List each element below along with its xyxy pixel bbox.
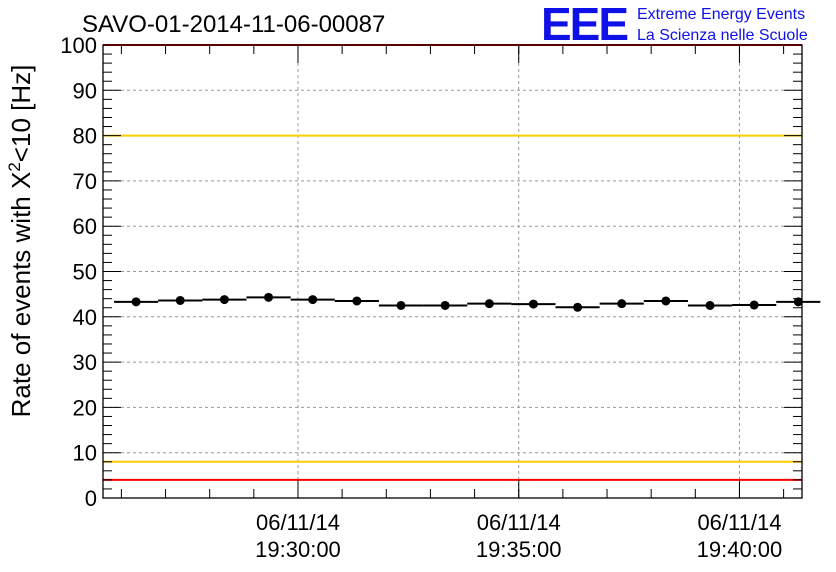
y-tick-label: 70 bbox=[73, 169, 97, 194]
y-tick-label: 20 bbox=[73, 395, 97, 420]
x-tick-label-date: 06/11/14 bbox=[256, 510, 340, 535]
y-tick-label: 90 bbox=[73, 78, 97, 103]
grid-lines bbox=[103, 45, 802, 498]
data-point bbox=[793, 297, 803, 307]
axis-ticks: 010203040506070809010006/11/1419:30:0006… bbox=[60, 33, 802, 562]
data-point bbox=[528, 299, 538, 309]
data-point bbox=[396, 300, 406, 310]
data-point bbox=[705, 300, 715, 310]
threshold-lines bbox=[103, 44, 802, 481]
y-tick-label: 0 bbox=[85, 486, 97, 511]
eee-logo: EEE Extreme Energy Events La Scienza nel… bbox=[541, 0, 808, 50]
y-tick-label: 40 bbox=[73, 305, 97, 330]
y-axis-label: Rate of events with X2<10 [Hz] bbox=[5, 65, 36, 418]
data-point bbox=[749, 300, 759, 310]
y-axis-label-tail: <10 [Hz] bbox=[6, 65, 36, 163]
x-tick-label-date: 06/11/14 bbox=[477, 510, 561, 535]
data-point bbox=[175, 295, 185, 305]
data-point bbox=[308, 295, 318, 305]
chart-title: SAVO-01-2014-11-06-00087 bbox=[82, 11, 385, 38]
data-point bbox=[264, 292, 274, 302]
y-tick-label: 30 bbox=[73, 350, 97, 375]
data-point bbox=[131, 297, 141, 307]
data-point bbox=[219, 295, 229, 305]
x-tick-label-time: 19:35:00 bbox=[476, 537, 562, 562]
x-tick-label-date: 06/11/14 bbox=[697, 510, 781, 535]
y-tick-label: 80 bbox=[73, 124, 97, 149]
plot-frame bbox=[102, 44, 803, 499]
y-tick-label: 50 bbox=[73, 260, 97, 285]
y-tick-label: 10 bbox=[73, 441, 97, 466]
logo-line-2: La Scienza nelle Scuole bbox=[637, 27, 808, 44]
logo-line-1: Extreme Energy Events bbox=[637, 6, 805, 23]
data-series bbox=[114, 292, 821, 312]
x-tick-label-time: 19:30:00 bbox=[255, 537, 341, 562]
y-axis-label-superscript: 2 bbox=[5, 162, 24, 171]
x-tick-label-time: 19:40:00 bbox=[697, 537, 783, 562]
data-point bbox=[617, 299, 627, 309]
data-point bbox=[484, 299, 494, 309]
data-point bbox=[352, 296, 362, 306]
data-point bbox=[440, 300, 450, 310]
y-tick-label: 60 bbox=[73, 214, 97, 239]
logo-mark: EEE bbox=[541, 0, 627, 50]
data-point bbox=[661, 296, 671, 306]
y-axis-label-main: Rate of events with X bbox=[6, 172, 36, 418]
data-point bbox=[573, 302, 583, 312]
y-tick-label: 100 bbox=[60, 33, 97, 58]
